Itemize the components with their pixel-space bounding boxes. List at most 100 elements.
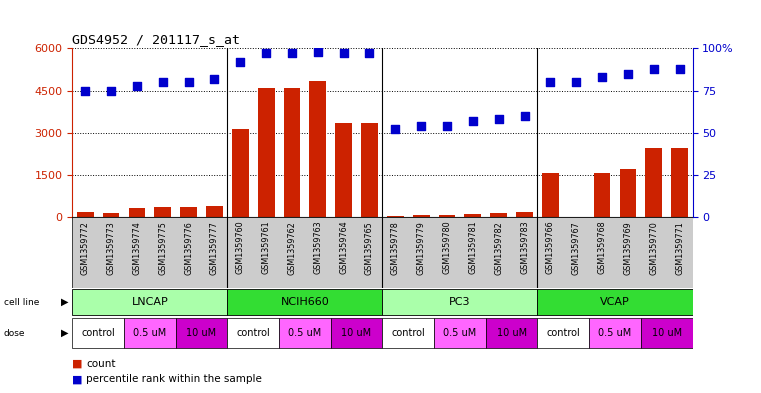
Bar [180, 208, 197, 217]
Bar [412, 215, 429, 217]
Text: GSM1359768: GSM1359768 [597, 221, 607, 274]
Bar [331, 318, 383, 348]
Text: ▶: ▶ [61, 297, 68, 307]
Text: 10 uM: 10 uM [186, 328, 217, 338]
Text: 10 uM: 10 uM [342, 328, 371, 338]
Point [105, 87, 117, 94]
Bar [516, 212, 533, 217]
Point [389, 126, 401, 132]
Text: ▶: ▶ [61, 328, 68, 338]
Text: VCAP: VCAP [600, 297, 630, 307]
Text: GSM1359775: GSM1359775 [158, 221, 167, 275]
Bar [589, 318, 641, 348]
Bar [336, 123, 352, 217]
Text: cell line: cell line [4, 298, 39, 307]
Text: GSM1359779: GSM1359779 [417, 221, 425, 275]
Text: GSM1359767: GSM1359767 [572, 221, 581, 275]
Bar [206, 206, 223, 217]
Text: ■: ■ [72, 374, 83, 384]
Text: percentile rank within the sample: percentile rank within the sample [86, 374, 262, 384]
Text: GSM1359783: GSM1359783 [520, 221, 529, 274]
Bar [72, 318, 124, 348]
Bar [129, 208, 145, 217]
Text: GSM1359778: GSM1359778 [391, 221, 400, 275]
Bar [438, 215, 455, 217]
Point [622, 70, 634, 77]
Point [673, 66, 686, 72]
Point [466, 118, 479, 124]
Bar [383, 290, 537, 315]
Text: GSM1359776: GSM1359776 [184, 221, 193, 275]
Text: count: count [86, 358, 116, 369]
Bar [72, 290, 228, 315]
Bar [537, 290, 693, 315]
Text: GSM1359772: GSM1359772 [81, 221, 90, 275]
Bar [176, 318, 228, 348]
Text: NCIH660: NCIH660 [281, 297, 330, 307]
Text: GSM1359760: GSM1359760 [236, 221, 245, 274]
Bar [124, 318, 176, 348]
Text: 10 uM: 10 uM [496, 328, 527, 338]
Bar [486, 318, 537, 348]
Text: GSM1359770: GSM1359770 [649, 221, 658, 275]
Bar [594, 173, 610, 217]
Text: GSM1359780: GSM1359780 [442, 221, 451, 274]
Text: GSM1359763: GSM1359763 [314, 221, 323, 274]
Point [260, 50, 272, 57]
Point [209, 75, 221, 82]
Text: GSM1359771: GSM1359771 [675, 221, 684, 275]
Bar [284, 88, 301, 217]
Text: 0.5 uM: 0.5 uM [598, 328, 632, 338]
Text: GSM1359765: GSM1359765 [365, 221, 374, 275]
Point [131, 83, 143, 89]
Text: GSM1359769: GSM1359769 [623, 221, 632, 275]
Bar [619, 169, 636, 217]
Bar [77, 212, 94, 217]
Bar [279, 318, 331, 348]
Bar [542, 173, 559, 217]
Bar [361, 123, 378, 217]
Bar [671, 148, 688, 217]
Bar [464, 214, 481, 217]
Text: GSM1359773: GSM1359773 [107, 221, 116, 275]
Point [234, 59, 247, 65]
Text: 0.5 uM: 0.5 uM [133, 328, 167, 338]
Bar [232, 129, 249, 217]
Bar [490, 213, 507, 217]
Text: GSM1359782: GSM1359782 [494, 221, 503, 275]
Bar [228, 318, 279, 348]
Point [157, 79, 169, 85]
Point [441, 123, 453, 129]
Point [364, 50, 376, 57]
Bar [537, 318, 589, 348]
Text: GSM1359766: GSM1359766 [546, 221, 555, 274]
Bar [434, 318, 486, 348]
Bar [228, 290, 383, 315]
Point [544, 79, 556, 85]
Text: 0.5 uM: 0.5 uM [288, 328, 321, 338]
Point [570, 79, 582, 85]
Text: GSM1359777: GSM1359777 [210, 221, 219, 275]
Text: 10 uM: 10 uM [651, 328, 682, 338]
Text: 0.5 uM: 0.5 uM [444, 328, 476, 338]
Bar [641, 318, 693, 348]
Bar [258, 88, 275, 217]
Text: control: control [546, 328, 580, 338]
Point [648, 66, 660, 72]
Bar [645, 148, 662, 217]
Text: GSM1359764: GSM1359764 [339, 221, 348, 274]
Text: control: control [391, 328, 425, 338]
Point [596, 74, 608, 80]
Point [183, 79, 195, 85]
Text: GDS4952 / 201117_s_at: GDS4952 / 201117_s_at [72, 33, 240, 46]
Text: LNCAP: LNCAP [132, 297, 168, 307]
Point [286, 50, 298, 57]
Text: GSM1359774: GSM1359774 [132, 221, 142, 275]
Text: dose: dose [4, 329, 25, 338]
Text: ■: ■ [72, 358, 83, 369]
Bar [103, 213, 119, 217]
Bar [310, 81, 326, 217]
Point [492, 116, 505, 123]
Point [415, 123, 427, 129]
Text: GSM1359781: GSM1359781 [468, 221, 477, 274]
